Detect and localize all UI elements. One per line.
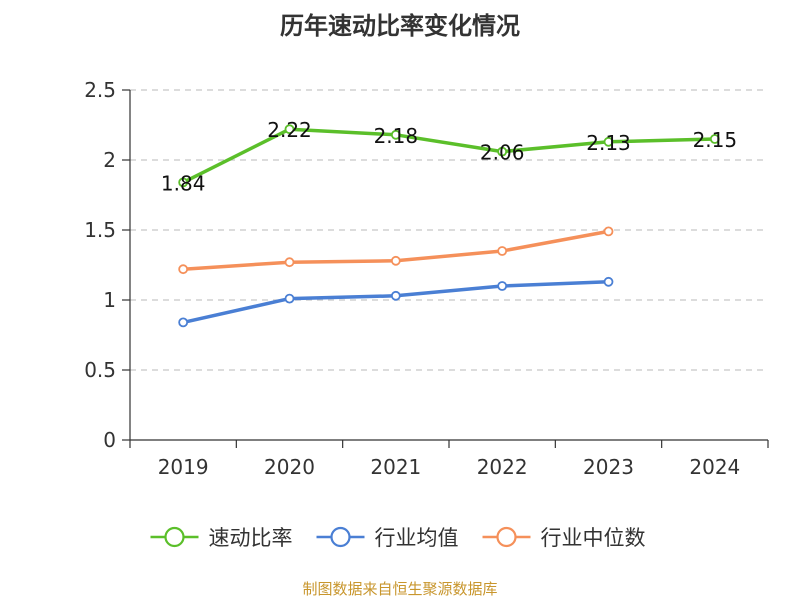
- y-tick-label: 0.5: [84, 358, 116, 382]
- x-tick-label: 2019: [158, 455, 209, 479]
- legend-marker: [496, 526, 517, 548]
- data-point: [178, 264, 189, 275]
- data-labels: 1.84 2.22 2.18 2.06 2.13 2.15: [161, 118, 737, 195]
- data-label: 2.06: [480, 141, 525, 165]
- source-note: 制图数据来自恒生聚源数据库: [302, 580, 498, 598]
- data-label: 2.22: [267, 118, 312, 142]
- y-tick-label: 1.5: [84, 218, 116, 242]
- series-line: [182, 127, 715, 184]
- data-point: [603, 136, 614, 147]
- y-tick-label: 1: [103, 288, 116, 312]
- data-point: [284, 293, 295, 304]
- data-point: [603, 276, 614, 287]
- data-label: 2.15: [693, 128, 738, 152]
- axes: [122, 89, 769, 448]
- legend: 速动比率 行业均值 行业中位数: [150, 526, 646, 550]
- legend-marker: [164, 526, 185, 548]
- x-tick-label: 2022: [477, 455, 528, 479]
- y-tick-label: 2: [103, 148, 116, 172]
- series-lines: [178, 124, 720, 328]
- data-point: [603, 226, 614, 237]
- data-point: [178, 317, 189, 328]
- data-point: [709, 134, 720, 144]
- data-point: [178, 177, 189, 188]
- data-point: [390, 255, 401, 266]
- y-tick-labels: 0 0.5 1 1.5 2 2.5: [84, 78, 116, 452]
- x-tick-label: 2020: [264, 455, 315, 479]
- series-line: [182, 280, 609, 325]
- data-point: [497, 146, 508, 157]
- data-point: [497, 246, 508, 256]
- legend-label: 行业均值: [375, 526, 459, 550]
- gridlines: [130, 89, 768, 371]
- data-label: 2.13: [586, 131, 631, 155]
- chart-title: 历年速动比率变化情况: [280, 12, 520, 40]
- legend-label: 行业中位数: [541, 526, 646, 550]
- y-tick-label: 0: [103, 428, 116, 452]
- data-point: [390, 129, 401, 140]
- data-label: 1.84: [161, 171, 206, 195]
- legend-marker: [330, 526, 351, 548]
- y-tick-label: 2.5: [84, 78, 116, 102]
- x-tick-label: 2024: [689, 455, 740, 479]
- x-tick-labels: 2019 2020 2021 2022 2023 2024: [158, 455, 741, 479]
- x-tick-label: 2021: [370, 455, 421, 479]
- legend-label: 速动比率: [209, 526, 293, 550]
- x-tick-label: 2023: [583, 455, 634, 479]
- data-point: [284, 124, 295, 135]
- data-label: 2.18: [374, 124, 419, 148]
- data-point: [390, 290, 401, 301]
- data-point: [284, 257, 295, 268]
- data-point: [497, 281, 508, 291]
